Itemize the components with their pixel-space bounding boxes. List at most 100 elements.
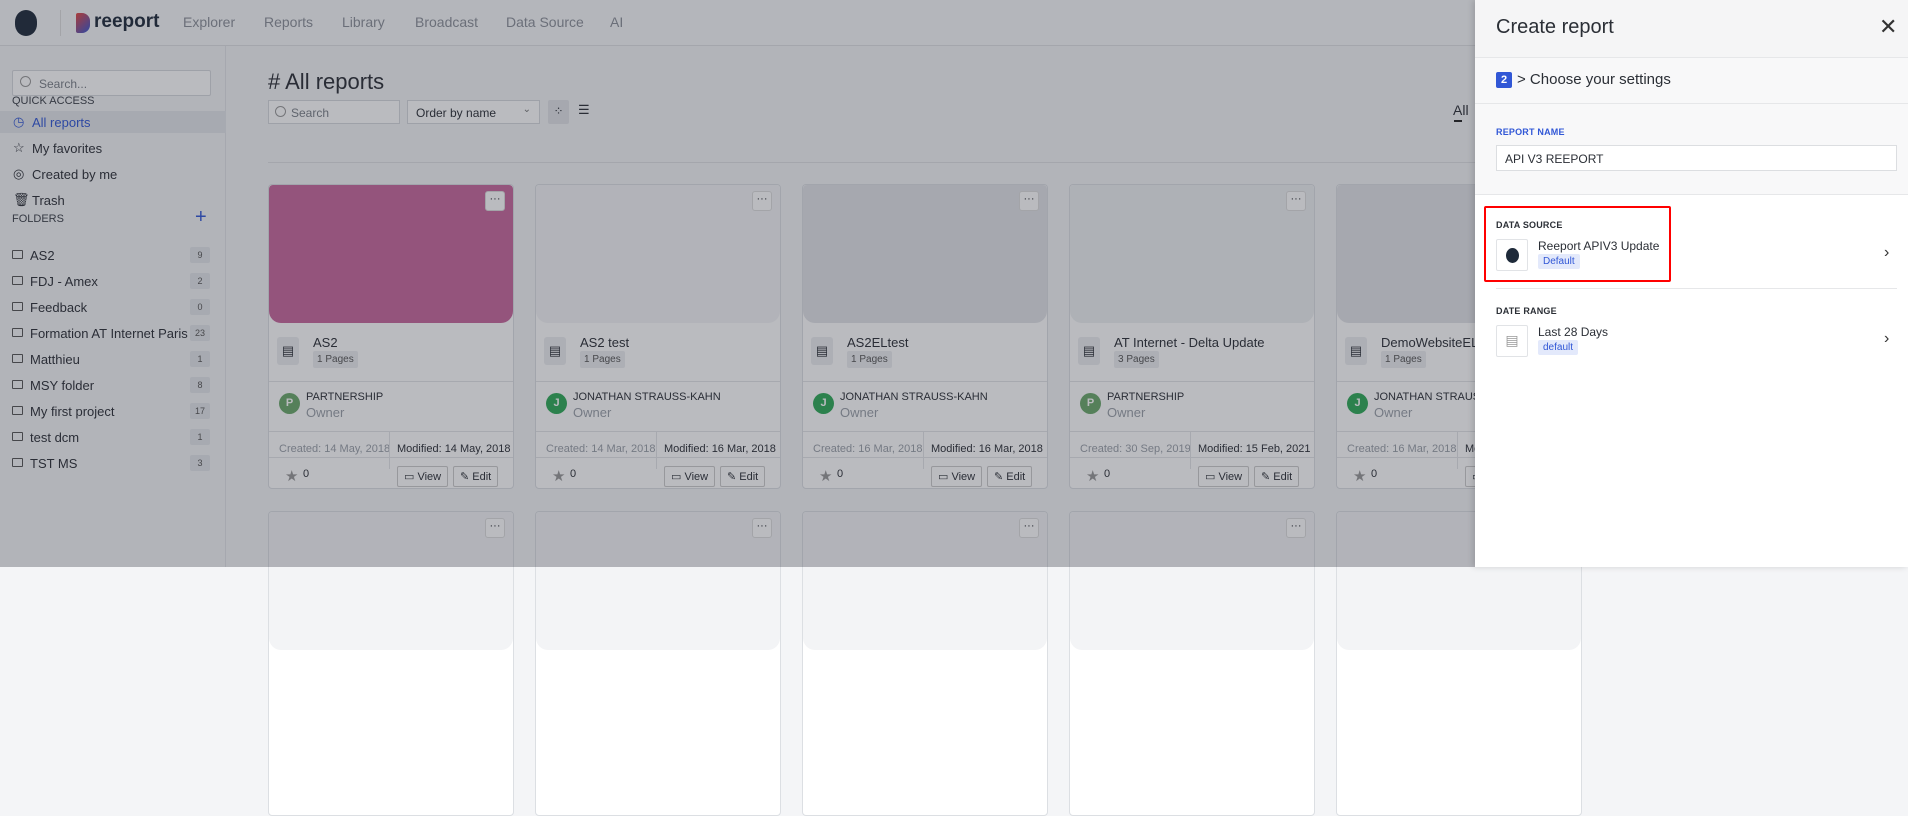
star-count: 0 <box>837 468 844 480</box>
report-thumbnail[interactable] <box>269 185 513 323</box>
report-title[interactable]: DemoWebsiteEL <box>1381 335 1479 350</box>
add-folder-button[interactable]: + <box>195 206 207 228</box>
folder-count: 23 <box>190 325 210 341</box>
star-icon[interactable]: ★ <box>285 468 299 485</box>
reports-search-input[interactable]: Search <box>268 100 400 124</box>
monitor-icon: ▭ <box>404 471 418 483</box>
folder-name: My first project <box>30 404 115 419</box>
divider <box>269 381 513 382</box>
report-title[interactable]: AS2 test <box>580 335 630 350</box>
more-options-button[interactable]: ··· <box>1286 191 1306 211</box>
sidebar-folder[interactable]: Formation AT Internet Paris 23 <box>0 322 226 344</box>
nav-data-source[interactable]: Data Source <box>506 14 584 30</box>
edit-button[interactable]: ✎ Edit <box>987 466 1033 487</box>
sidebar-folder[interactable]: TST MS 3 <box>0 452 226 474</box>
sidebar-item-trash[interactable]: 🗑 Trash <box>0 189 226 211</box>
app-logo-icon[interactable] <box>15 10 37 36</box>
sidebar-item-created-by-me[interactable]: ◎ Created by me <box>0 163 226 185</box>
divider <box>1070 457 1314 458</box>
report-title[interactable]: AT Internet - Delta Update <box>1114 335 1265 350</box>
avatar: P <box>279 393 300 414</box>
view-button[interactable]: ▭ View <box>664 466 716 487</box>
modified-date: Modified: 16 Mar, 2018 <box>664 443 776 455</box>
divider <box>269 457 513 458</box>
label: My favorites <box>32 141 103 156</box>
report-card[interactable]: ··· ▤ AS2 test 1 Pages J JONATHAN STRAUS… <box>535 184 781 489</box>
chevron-right-icon[interactable]: › <box>1884 244 1890 261</box>
label: Created by me <box>32 167 118 182</box>
quick-access-label: QUICK ACCESS <box>12 95 95 107</box>
data-source-name: Reeport APIV3 Update <box>1538 239 1660 253</box>
edit-button[interactable]: ✎ Edit <box>1254 466 1300 487</box>
modal-backdrop[interactable] <box>0 0 1475 567</box>
folder-count: 8 <box>190 377 210 393</box>
report-thumbnail[interactable] <box>536 185 780 323</box>
chevron-right-icon[interactable]: › <box>1884 330 1890 347</box>
more-options-button[interactable]: ··· <box>485 518 505 538</box>
tab-all[interactable]: All <box>1453 102 1469 118</box>
star-icon[interactable]: ★ <box>819 468 833 485</box>
more-options-button[interactable]: ··· <box>485 191 505 211</box>
sidebar-folder[interactable]: FDJ - Amex 2 <box>0 270 226 292</box>
report-card[interactable]: ··· ▤ AT Internet - Delta Update 3 Pages… <box>1069 184 1315 489</box>
pencil-icon: ✎ <box>994 471 1007 483</box>
search-placeholder: Search... <box>39 77 88 91</box>
more-options-button[interactable]: ··· <box>752 191 772 211</box>
view-button[interactable]: ▭ View <box>931 466 983 487</box>
star-icon[interactable]: ★ <box>1353 468 1367 485</box>
nav-reports[interactable]: Reports <box>264 14 314 30</box>
sidebar-folder[interactable]: test dcm 1 <box>0 426 226 448</box>
edit-button[interactable]: ✎ Edit <box>720 466 766 487</box>
star-icon[interactable]: ★ <box>552 468 566 485</box>
folder-icon <box>12 276 23 285</box>
pencil-icon: ✎ <box>1261 471 1274 483</box>
folder-count: 1 <box>190 351 210 367</box>
report-card[interactable]: ··· ▤ AS2ELtest 1 Pages J JONATHAN STRAU… <box>802 184 1048 489</box>
sidebar-item-all-reports[interactable]: ◷ All reports <box>0 111 226 133</box>
divider <box>536 431 780 432</box>
view-button[interactable]: ▭ View <box>397 466 449 487</box>
view-label: View <box>684 471 709 483</box>
report-title[interactable]: AS2 <box>313 335 338 350</box>
page-count-badge: 3 Pages <box>1114 351 1159 368</box>
owner-name: PARTNERSHIP <box>1107 391 1185 403</box>
more-options-button[interactable]: ··· <box>1286 518 1306 538</box>
folder-icon <box>12 328 23 337</box>
list-view-button[interactable]: ☰ <box>578 102 590 117</box>
grid-view-button[interactable]: ⁘ <box>548 100 569 124</box>
sidebar-search-input[interactable]: Search... <box>12 70 211 96</box>
more-options-button[interactable]: ··· <box>1019 191 1039 211</box>
report-card[interactable]: ··· ▤ AS2 1 Pages P PARTNERSHIP Owner Cr… <box>268 184 514 489</box>
sidebar-folder[interactable]: Feedback 0 <box>0 296 226 318</box>
nav-library[interactable]: Library <box>342 14 385 30</box>
sidebar-folder[interactable]: AS2 9 <box>0 244 226 266</box>
nav-broadcast[interactable]: Broadcast <box>415 14 479 30</box>
sidebar-item-my-favorites[interactable]: ☆ My favorites <box>0 137 226 159</box>
sidebar-folder[interactable]: Matthieu 1 <box>0 348 226 370</box>
order-by-select[interactable]: Order by name ⌄ <box>407 100 540 124</box>
more-options-button[interactable]: ··· <box>1019 518 1039 538</box>
report-thumbnail[interactable] <box>803 185 1047 323</box>
view-label: View <box>951 471 976 483</box>
star-icon[interactable]: ★ <box>1086 468 1100 485</box>
folder-icon <box>12 432 23 441</box>
close-icon[interactable]: ✕ <box>1879 14 1898 39</box>
report-name-input[interactable]: API V3 REEPORT <box>1496 145 1897 171</box>
nav-explorer[interactable]: Explorer <box>183 14 236 30</box>
more-options-button[interactable]: ··· <box>752 518 772 538</box>
divider <box>1337 457 1581 458</box>
data-source-default-tag: Default <box>1538 254 1580 269</box>
sidebar-folder[interactable]: MSY folder 8 <box>0 374 226 396</box>
document-icon: ▤ <box>811 337 833 365</box>
report-thumbnail[interactable] <box>1070 185 1314 323</box>
sidebar-folder[interactable]: My first project 17 <box>0 400 226 422</box>
divider <box>389 431 390 469</box>
step-number-badge: 2 <box>1496 72 1512 88</box>
nav-ai[interactable]: AI <box>610 14 624 30</box>
star-count: 0 <box>570 468 577 480</box>
divider <box>1070 381 1314 382</box>
edit-button[interactable]: ✎ Edit <box>453 466 499 487</box>
view-label: View <box>417 471 442 483</box>
report-title[interactable]: AS2ELtest <box>847 335 909 350</box>
view-button[interactable]: ▭ View <box>1198 466 1250 487</box>
